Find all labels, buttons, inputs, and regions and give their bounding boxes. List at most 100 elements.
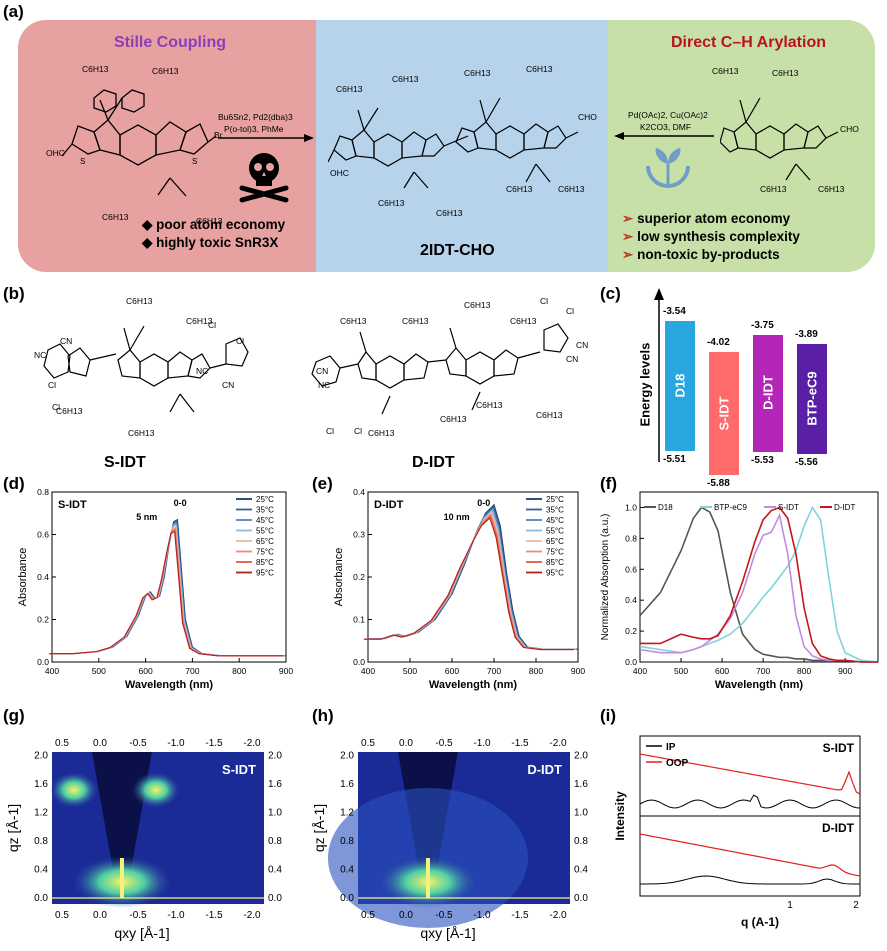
panel-label-b: (b) [3, 284, 25, 303]
diffraction-lobe [50, 772, 98, 808]
y-tick-label: 1.0 [625, 502, 637, 512]
hexyl-label: C6H13 [196, 216, 223, 226]
legend-label: 75°C [256, 548, 274, 557]
lumo-value: -3.54 [663, 305, 686, 317]
right-tick-label: 1.0 [574, 808, 588, 819]
hexyl-label: C6H13 [368, 428, 395, 438]
bottom-tick-label: -1.0 [167, 910, 185, 921]
cl-label: Cl [48, 380, 57, 390]
top-tick-label: -1.0 [167, 738, 185, 749]
x-tick-label: 500 [92, 666, 106, 676]
x-tick-label: 400 [45, 666, 59, 676]
top-tick-label: -1.0 [473, 738, 491, 749]
stille-bullet-2: ◆ highly toxic SnR3X [142, 235, 279, 250]
peak-annotation: 0-0 [477, 498, 490, 508]
hexyl-label: C6H13 [536, 410, 563, 420]
panel-d-idt-label: D-IDT [822, 821, 855, 835]
cha-bullet-2: ➢ low synthesis complexity [622, 229, 800, 244]
s-idt-name: S-IDT [104, 454, 146, 471]
product-name: 2IDT-CHO [420, 242, 495, 259]
y-axis-label: Absorbance [17, 548, 29, 607]
y-axis-label: qz [Å-1] [311, 804, 327, 852]
x-tick-label: 600 [715, 666, 729, 676]
y-tick-label: 0.1 [353, 615, 365, 625]
x-tick-label: 500 [403, 666, 417, 676]
right-tick-label: 1.0 [268, 808, 282, 819]
energy-ylabel: Energy levels [637, 342, 653, 427]
hexyl-label: C6H13 [440, 414, 467, 424]
left-tick-label: 0.0 [34, 893, 48, 904]
bottom-tick-label: 0.0 [399, 910, 413, 921]
hexyl-label: C6H13 [336, 84, 363, 94]
bottom-tick-label: -1.5 [205, 910, 223, 921]
giwaxs-s-idt: S-IDT 0.5 0.5 0.0 0.0 -0.5 -0.5 -1.0 -1.0 -1.5 -1.… [5, 738, 282, 941]
stille-reagent-1: Bu6Sn2, Pd2(dba)3 [218, 112, 293, 122]
cha-bullet-1: ➢ superior atom economy [622, 211, 791, 226]
left-tick-label: 1.2 [340, 808, 354, 819]
hexyl-label: C6H13 [436, 208, 463, 218]
energy-bar-btp-ec9 [797, 343, 827, 454]
legend-label: 25°C [546, 495, 564, 504]
shift-annotation: 5 nm [136, 512, 157, 522]
energy-bar-s-idt [709, 352, 739, 476]
cl-label: Cl [52, 402, 61, 412]
absorbance-curve [364, 515, 575, 651]
legend-label: 45°C [546, 516, 564, 525]
hexyl-label: C6H13 [464, 300, 491, 310]
top-tick-label: 0.5 [361, 738, 375, 749]
top-tick-label: -2.0 [549, 738, 567, 749]
homo-value: -5.88 [707, 478, 730, 490]
top-tick-label: 0.0 [399, 738, 413, 749]
cl-label: Cl [326, 426, 335, 436]
y-tick-label: 0.4 [37, 572, 49, 582]
absorbance-curve [50, 523, 285, 657]
panel-label-c: (c) [600, 284, 621, 303]
bottom-tick-label: 0.5 [361, 910, 375, 921]
hexyl-label: C6H13 [126, 296, 153, 306]
cn-label: CN [222, 380, 235, 390]
giwaxs-title: D-IDT [527, 762, 562, 777]
absorbance-curve [366, 509, 577, 650]
panel-label-a: (a) [3, 2, 24, 21]
ohc-label: OHC [46, 148, 65, 158]
hexyl-label: C6H13 [712, 66, 739, 76]
cn-label: CN [576, 340, 589, 350]
x-tick-label: 500 [674, 666, 688, 676]
ip-profile [639, 794, 861, 809]
energy-bar-d18 [665, 320, 695, 451]
bottom-tick-label: -1.0 [473, 910, 491, 921]
top-tick-label: 0.0 [93, 738, 107, 749]
cl-label: Cl [566, 306, 575, 316]
y-tick-label: 0.4 [625, 595, 637, 605]
absorbance-curve [49, 530, 284, 657]
top-tick-label: 0.5 [55, 738, 69, 749]
y-tick-label: 0.2 [37, 615, 49, 625]
shift-annotation: 10 nm [444, 512, 470, 522]
chart-title: D-IDT [374, 499, 404, 511]
cl-label: Cl [208, 320, 217, 330]
legend-label: 65°C [546, 537, 564, 546]
s-idt-structure [43, 325, 249, 413]
x-axis-label: qxy [Å-1] [420, 925, 475, 941]
chart-title: S-IDT [58, 499, 87, 511]
left-tick-label: 0.8 [340, 836, 354, 847]
cl-label: Cl [540, 296, 549, 306]
panel-label-d: (d) [3, 474, 25, 493]
bottom-tick-label: -0.5 [129, 910, 147, 921]
top-tick-label: -2.0 [243, 738, 261, 749]
x-tick-label: 900 [838, 666, 852, 676]
energy-bar-label: S-IDT [716, 396, 732, 431]
y-tick-label: 0.0 [353, 657, 365, 667]
cha-reagent-2: K2CO3, DMF [640, 122, 692, 132]
legend-label: 85°C [256, 558, 274, 567]
hexyl-label: C6H13 [772, 68, 799, 78]
giwaxs-title: S-IDT [222, 762, 256, 777]
right-tick-label: 0.8 [574, 836, 588, 847]
hexyl-label: C6H13 [340, 316, 367, 326]
hexyl-label: C6H13 [760, 184, 787, 194]
bottom-tick-label: -1.5 [511, 910, 529, 921]
x-tick-label: 900 [279, 666, 293, 676]
legend-label: BTP-eC9 [714, 503, 747, 512]
x-tick-label: 700 [756, 666, 770, 676]
